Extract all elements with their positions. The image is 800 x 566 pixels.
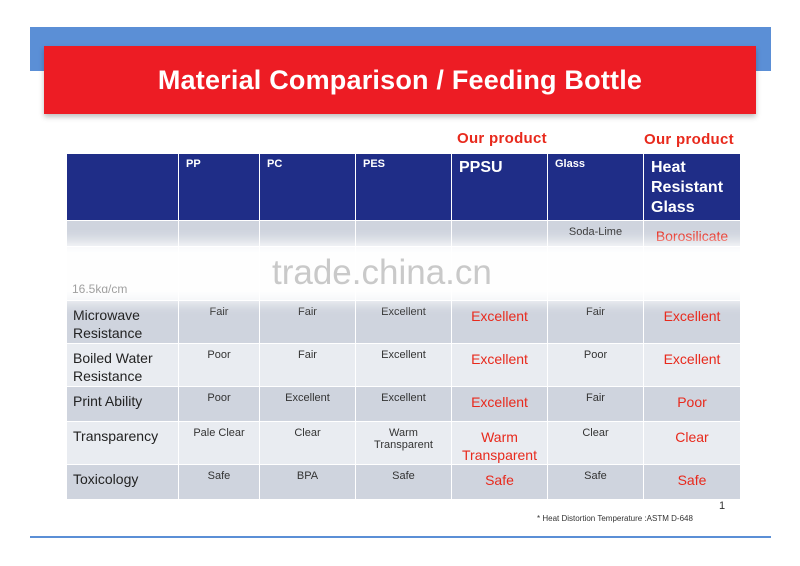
table-row: Toxicology Safe BPA Safe Safe Safe Safe (66, 464, 741, 500)
header-cell-empty (66, 153, 179, 221)
cell-pc: Fair (259, 343, 356, 387)
our-product-label-ppsu: Our product (457, 130, 547, 147)
row-label: Print Ability (66, 386, 179, 422)
cell-ppsu: Warm Transparent (451, 421, 548, 465)
cell-ppsu (451, 220, 548, 247)
header-heat-resistant-glass: Heat Resistant Glass (643, 153, 741, 221)
cell-heat-resistant-glass: Poor (643, 386, 741, 422)
row-label: Boiled Water Resistance (66, 343, 179, 387)
row-label: Transparency (66, 421, 179, 465)
header-ppsu: PPSU (451, 153, 548, 221)
comparison-table: PP PC PES PPSU Glass Heat Resistant Glas… (66, 153, 741, 500)
cell-pes (355, 220, 452, 247)
cell-pc: Excellent (259, 386, 356, 422)
slide-title: Material Comparison / Feeding Bottle (157, 64, 643, 95)
cell-glass: Fair (547, 300, 644, 344)
cell-pes: Excellent (355, 300, 452, 344)
cell-pp: Safe (178, 464, 260, 500)
row-label (66, 220, 179, 247)
row-label: Toxicology (66, 464, 179, 500)
our-product-label-glass: Our product (644, 131, 734, 148)
header-pp: PP (178, 153, 260, 221)
cell-pes: Excellent (355, 343, 452, 387)
title-bar: Material Comparison / Feeding Bottle (44, 46, 756, 114)
cell-heat-resistant-glass: Safe (643, 464, 741, 500)
cell-pp: Pale Clear (178, 421, 260, 465)
table-row: Soda-Lime Borosilicate (66, 220, 741, 247)
cell-pes: Warm Transparent (355, 421, 452, 465)
cell-pc: Fair (259, 300, 356, 344)
header-glass: Glass (547, 153, 644, 221)
cell-pes: Excellent (355, 386, 452, 422)
cell-pp: Fair (178, 300, 260, 344)
cell-pes: Safe (355, 464, 452, 500)
header-row: PP PC PES PPSU Glass Heat Resistant Glas… (66, 153, 741, 221)
cell-glass: Fair (547, 386, 644, 422)
row-label: Microwave Resistance (66, 300, 179, 344)
footnote: * Heat Distortion Temperature :ASTM D-64… (537, 514, 693, 523)
cell-heat-resistant-glass: Excellent (643, 343, 741, 387)
cell-pc: BPA (259, 464, 356, 500)
table-row: Transparency Pale Clear Clear Warm Trans… (66, 421, 741, 465)
header-pes: PES (355, 153, 452, 221)
cell-pp: Poor (178, 386, 260, 422)
table-row: Boiled Water Resistance Poor Fair Excell… (66, 343, 741, 387)
cell-heat-resistant-glass: Excellent (643, 300, 741, 344)
cell-ppsu: Excellent (451, 300, 548, 344)
table-row: Print Ability Poor Excellent Excellent E… (66, 386, 741, 422)
cell-pc (259, 220, 356, 247)
cell-heat-resistant-glass: Borosilicate (643, 220, 741, 247)
bottom-divider (30, 536, 771, 538)
page-number: 1 (719, 500, 726, 512)
table-row: Microwave Resistance Fair Fair Excellent… (66, 300, 741, 344)
cell-pp: Poor (178, 343, 260, 387)
cell-glass: Poor (547, 343, 644, 387)
cell-glass: Soda-Lime (547, 220, 644, 247)
cell-ppsu: Excellent (451, 386, 548, 422)
cell-heat-resistant-glass: Clear (643, 421, 741, 465)
watermark-text: trade.china.cn (272, 253, 492, 292)
cell-ppsu: Safe (451, 464, 548, 500)
watermark-overlay (58, 252, 748, 292)
obscured-row-fragment: 16.5kg/cm (72, 282, 128, 293)
cell-ppsu: Excellent (451, 343, 548, 387)
cell-glass: Clear (547, 421, 644, 465)
cell-pc: Clear (259, 421, 356, 465)
header-pc: PC (259, 153, 356, 221)
cell-glass: Safe (547, 464, 644, 500)
cell-pp (178, 220, 260, 247)
